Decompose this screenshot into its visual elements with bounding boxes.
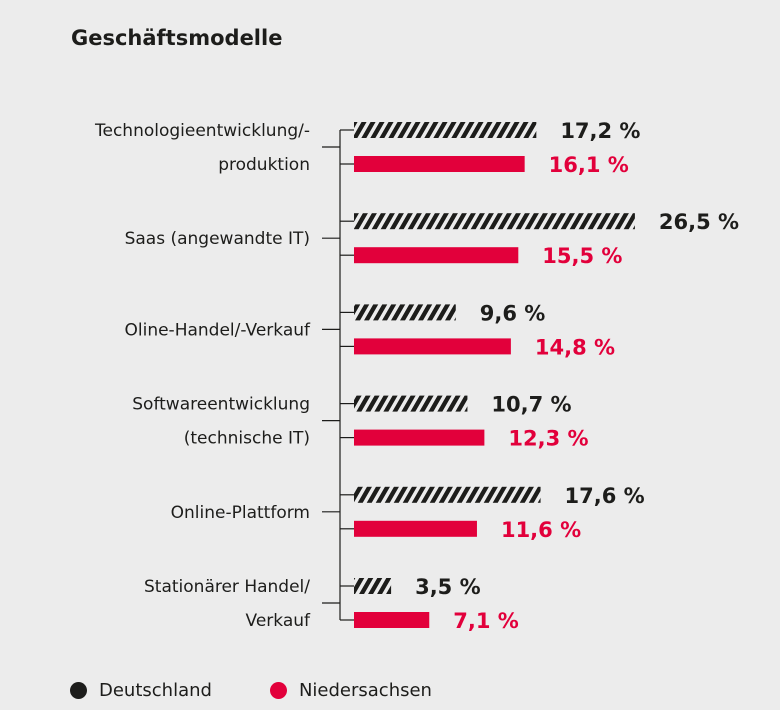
data-label: 15,5 %: [542, 244, 622, 268]
bar-niedersachsen: [354, 247, 519, 264]
bar-deutschland: [354, 395, 468, 412]
category-label: Softwareentwicklung: [132, 395, 310, 415]
category-label: Oline-Handel/-Verkauf: [125, 320, 312, 340]
legend-swatch-niedersachsen: [269, 682, 287, 699]
bar-niedersachsen: [354, 612, 430, 628]
data-label: 3,5 %: [415, 575, 481, 599]
category-label: Technologieentwicklung/-: [94, 121, 310, 141]
bar-niedersachsen: [354, 338, 511, 355]
data-label: 17,2 %: [560, 119, 640, 143]
legend-swatch-deutschland: [70, 682, 87, 699]
data-label: 17,6 %: [565, 484, 645, 508]
legend-label-niedersachsen: Niedersachsen: [298, 680, 432, 701]
data-label: 12,3 %: [508, 427, 588, 451]
chart-layer: Technologieentwicklung/- produktion 17,2 %…: [94, 119, 739, 633]
data-label: 9,6 %: [480, 301, 546, 325]
bar-niedersachsen: [354, 429, 485, 446]
bar-niedersachsen: [354, 156, 525, 172]
bar-deutschland: [354, 213, 635, 230]
data-label: 14,8 %: [535, 335, 615, 359]
legend-item-niedersachsen: Niedersachsen: [269, 680, 432, 701]
legend-item-deutschland: Deutschland: [70, 680, 212, 701]
data-label: 11,6 %: [501, 518, 581, 542]
data-label: 10,7 %: [491, 393, 571, 417]
legend: Deutschland Niedersachsen: [70, 680, 490, 701]
legend-label-deutschland: Deutschland: [99, 680, 212, 701]
data-label: 26,5 %: [659, 210, 739, 234]
bar-deutschland: [354, 304, 456, 321]
bar-deutschland: [354, 486, 541, 503]
chart-title: Geschäftsmodelle: [71, 26, 283, 50]
bar-deutschland: [354, 578, 392, 594]
category-label: Online-Plattform: [171, 503, 310, 523]
bar-deutschland: [354, 122, 537, 138]
category-label: Stationärer Handel/: [144, 577, 310, 597]
category-label: Saas (angewandte IT): [125, 229, 310, 249]
data-label: 16,1 %: [549, 153, 629, 177]
category-label: Verkauf: [246, 611, 311, 631]
data-label: 7,1 %: [453, 609, 519, 633]
category-label: produktion: [218, 155, 310, 175]
category-label: (technische IT): [184, 429, 310, 449]
bar-niedersachsen: [354, 520, 477, 537]
